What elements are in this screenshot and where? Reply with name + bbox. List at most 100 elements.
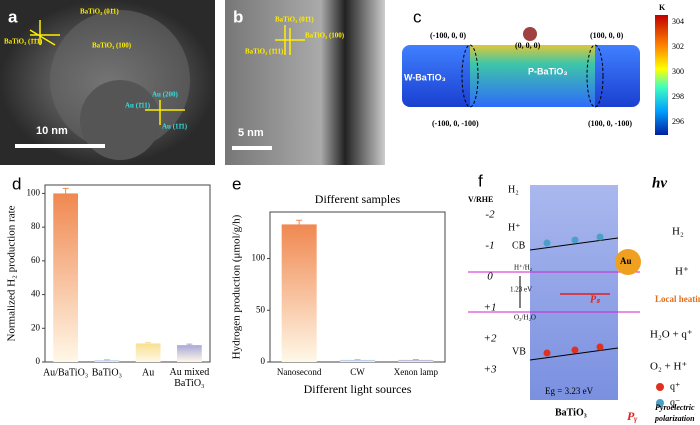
colorbar-tick: 296 — [672, 117, 684, 126]
y-tick-label: 50 — [256, 304, 266, 314]
error-bar — [296, 219, 303, 229]
bar — [177, 345, 202, 362]
annotation: hv — [652, 175, 667, 191]
end-cap — [586, 44, 604, 108]
coordinate: (100, 0, 0) — [590, 31, 624, 40]
x-tick-label: Nanosecond — [277, 367, 322, 377]
annotation: Pₛ — [590, 294, 601, 305]
y-tick-label: 100 — [27, 187, 41, 197]
annotation: VB — [512, 346, 526, 357]
axis-label: V/RHE — [468, 195, 493, 204]
annotation: O₂/H₂O — [514, 314, 536, 322]
x-tick-label: Au/BaTiO₃ — [43, 367, 88, 378]
legend-electron — [656, 399, 664, 407]
error-bar — [103, 359, 110, 361]
coordinate: (-100, 0, 0) — [430, 31, 466, 40]
annotation: H₂O + q⁺ — [650, 329, 693, 341]
annotation: BaTiO₃ (01̄1) — [275, 16, 314, 24]
error-bar — [354, 359, 361, 361]
panel-label: f — [478, 171, 483, 190]
bar — [398, 359, 434, 362]
annotation: H⁺/H₂ — [514, 264, 533, 272]
bar — [281, 224, 317, 362]
y-tick-label: 0 — [36, 356, 41, 366]
annotation: 1.23 eV — [510, 286, 532, 294]
axis-tick: -1 — [485, 240, 494, 252]
x-axis-label: Different light sources — [304, 382, 412, 396]
annotation: Au (200) — [152, 91, 179, 99]
axis-tick: +1 — [484, 302, 497, 314]
error-bar — [186, 343, 193, 347]
electron — [596, 233, 604, 241]
panel-label: c — [413, 7, 422, 26]
coordinate: (-100, 0, -100) — [432, 119, 479, 128]
annotation: H⁺ — [675, 266, 689, 278]
au-particle — [80, 80, 160, 160]
colorbar-tick: 300 — [672, 67, 684, 76]
band-region — [530, 185, 618, 400]
hole — [543, 349, 551, 357]
annotation: Pyroelectric — [655, 403, 695, 412]
electron — [543, 239, 551, 247]
scale-label: 10 nm — [36, 125, 68, 137]
axis-tick: 0 — [487, 271, 493, 283]
annotation: Pᵧ — [627, 409, 637, 423]
colorbar-unit: K — [659, 3, 666, 12]
annotation: Au — [620, 256, 632, 266]
annotation: H₂ — [508, 184, 519, 195]
panel-label: a — [8, 7, 18, 26]
y-tick-label: 0 — [261, 356, 266, 366]
annotation: BaTiO₃ (100) — [92, 42, 132, 50]
panel-label: e — [232, 174, 241, 193]
end-cap — [461, 44, 479, 108]
annotation: q⁻ — [670, 397, 680, 408]
panel-label: b — [233, 7, 243, 26]
annotation: CB — [512, 240, 526, 251]
p-region — [470, 45, 595, 107]
error-bar — [62, 187, 69, 199]
annotation: Au (1̄11) — [125, 102, 151, 110]
annotation: BaTiO₃ (1̄11) — [245, 48, 284, 56]
tem-image — [225, 0, 385, 165]
y-tick-label: 60 — [31, 255, 41, 265]
y-axis-label: Hydrogen production (μmol/g/h) — [231, 214, 243, 359]
electron — [571, 236, 579, 244]
bar — [340, 359, 375, 362]
cb-edge — [529, 237, 619, 251]
y-tick-label: 100 — [252, 253, 266, 263]
y-axis-label: Normalized H₂ production rate — [6, 205, 18, 341]
annotation: H₂ — [672, 226, 684, 238]
bar — [94, 360, 120, 362]
chart-title: Different samples — [315, 192, 401, 206]
scale-label: 5 nm — [238, 127, 264, 139]
annotation: BaTiO₃ — [555, 407, 587, 418]
plot-frame — [44, 184, 211, 363]
region-label: W-BaTiO₃ — [404, 72, 446, 82]
annotation: BaTiO₃ (100) — [305, 32, 345, 40]
annotation: BaTiO₃ (1̄1̄1) — [4, 38, 43, 46]
error-bar — [412, 359, 419, 361]
annotation: H⁺ — [508, 222, 521, 233]
lattice-lines — [29, 20, 185, 125]
colorbar — [655, 15, 668, 135]
annotation: Eg = 3.23 eV — [545, 386, 594, 396]
annotation: BaTiO₃ (01̄1) — [80, 8, 119, 16]
coordinate: (100, 0, -100) — [588, 119, 632, 128]
region-label: P-BaTiO₃ — [528, 66, 568, 76]
x-tick-label: Xenon lamp — [394, 367, 439, 377]
axis-tick: +3 — [484, 364, 497, 376]
colorbar-tick: 298 — [672, 92, 684, 101]
coordinate: (0, 0, 0) — [515, 41, 541, 50]
x-tick-label: BaTiO₃ — [92, 367, 122, 378]
annotation: Local heating — [655, 294, 700, 304]
panel-label: d — [12, 174, 21, 193]
x-tick-label: Au — [142, 367, 154, 378]
lattice-lines — [275, 25, 305, 55]
annotation: q⁺ — [670, 381, 680, 392]
colorbar-tick: 304 — [672, 17, 684, 26]
legend-hole — [656, 383, 664, 391]
annotation: Au (11̄1) — [162, 123, 188, 131]
y-tick-label: 20 — [31, 322, 41, 332]
axis-tick: -2 — [485, 209, 495, 221]
